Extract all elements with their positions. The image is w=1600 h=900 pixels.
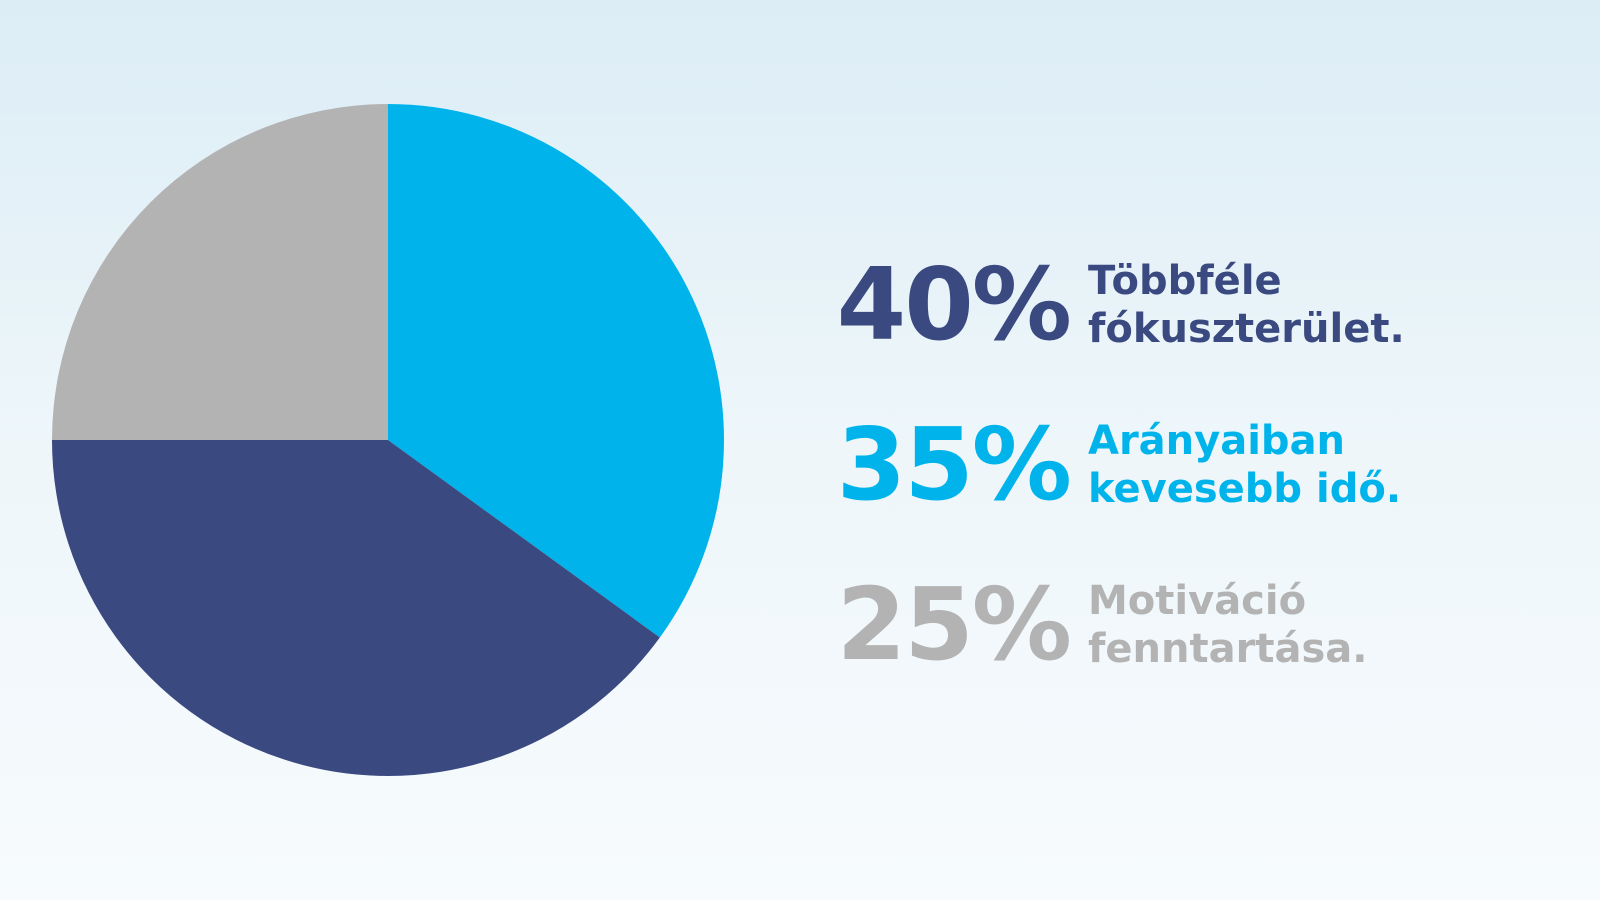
value-label: 40% — [836, 246, 1072, 363]
legend-label: Többféle fókuszterület. — [1088, 258, 1405, 352]
value-label: 35% — [836, 406, 1072, 523]
value-label: 25% — [836, 566, 1072, 683]
pie-slice — [52, 104, 388, 440]
legend: 40% Többféle fókuszterület. 35% Arányaiban … — [820, 225, 1540, 705]
legend-label: Arányaiban kevesebb idő. — [1088, 418, 1402, 512]
legend-item: 25% Motiváció fenntartása. — [820, 545, 1540, 705]
legend-item: 40% Többféle fókuszterület. — [820, 225, 1540, 385]
pie-chart — [52, 104, 724, 776]
legend-label: Motiváció fenntartása. — [1088, 578, 1368, 672]
pie-slice — [388, 104, 724, 638]
legend-item: 35% Arányaiban kevesebb idő. — [820, 385, 1540, 545]
pie-slice — [52, 440, 660, 776]
